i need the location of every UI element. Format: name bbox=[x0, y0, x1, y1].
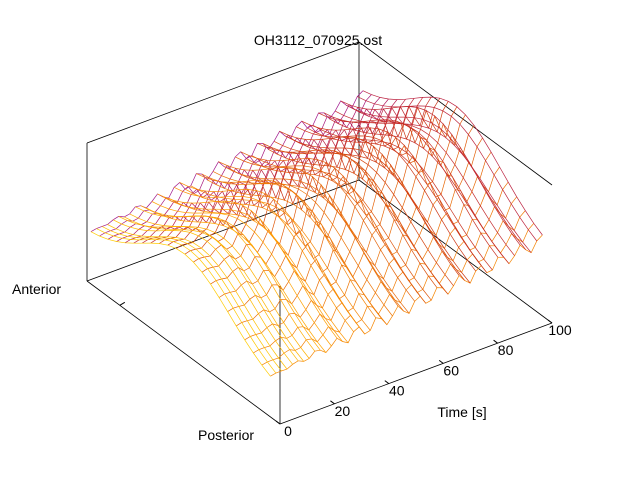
surface-line-across bbox=[323, 112, 504, 258]
surface-line-across bbox=[334, 110, 515, 256]
y-axis-label-anterior: Anterior bbox=[12, 281, 61, 297]
x-tick-mark bbox=[438, 359, 444, 364]
x-tick-label: 20 bbox=[335, 403, 351, 419]
surface-line-across bbox=[296, 126, 476, 272]
surface-line-across bbox=[340, 100, 521, 246]
surface-line-across bbox=[240, 151, 421, 297]
surface-line-across bbox=[118, 216, 299, 362]
box-edge-right-top bbox=[358, 41, 553, 186]
surface-line-across bbox=[168, 197, 349, 344]
y-axis-tick bbox=[119, 301, 126, 306]
x-tick-label: 80 bbox=[498, 342, 514, 358]
box-edge-left-bottom bbox=[86, 280, 281, 425]
box-edge-front-bottom bbox=[279, 322, 553, 425]
surface-line-across bbox=[223, 166, 404, 312]
x-tick-label: 60 bbox=[443, 362, 459, 378]
surface-line-across bbox=[312, 124, 493, 271]
surface-line-across bbox=[196, 173, 377, 319]
surface-line-along-time bbox=[133, 98, 406, 244]
surface-line-across bbox=[157, 193, 338, 339]
surface-line-across bbox=[107, 224, 288, 370]
surface-line-across bbox=[290, 137, 471, 284]
surface-line-across bbox=[273, 140, 454, 287]
surface-line-across bbox=[151, 201, 332, 347]
surface-line-across bbox=[357, 96, 538, 242]
surface-line-across bbox=[318, 112, 499, 258]
x-axis-label: Time [s] bbox=[437, 404, 486, 420]
surface-line-across bbox=[257, 142, 438, 288]
surface-line-across bbox=[235, 156, 415, 302]
x-tick-mark bbox=[547, 319, 553, 324]
surface-line-along-time bbox=[270, 234, 543, 377]
x-tick-label: 100 bbox=[548, 322, 572, 338]
x-axis-ticks: 0 20 40 60 80 100 bbox=[275, 319, 572, 439]
x-tick-label: 40 bbox=[389, 383, 405, 399]
surface-line-along-time bbox=[227, 166, 500, 312]
surface-line-across bbox=[135, 206, 316, 352]
surface-line-across bbox=[190, 185, 371, 331]
surface-line-across bbox=[346, 104, 526, 250]
surface-line-across bbox=[90, 231, 271, 377]
x-tick-mark bbox=[275, 420, 281, 425]
surface-line-across bbox=[329, 118, 510, 264]
surface-line-along-time bbox=[176, 101, 449, 249]
surface-line-across bbox=[301, 120, 482, 266]
surface-line-across bbox=[140, 205, 321, 351]
x-tick-mark bbox=[493, 339, 498, 344]
surface-line-across bbox=[229, 168, 410, 314]
surface-mesh bbox=[90, 90, 543, 377]
surface-line-across bbox=[129, 213, 310, 359]
box-edge-back-top bbox=[86, 41, 360, 144]
x-tick-label: 0 bbox=[284, 423, 292, 439]
chart-title: OH3112_070925.ost bbox=[254, 32, 382, 48]
surface-line-along-time bbox=[218, 151, 492, 298]
y-axis-label-posterior: Posterior bbox=[198, 427, 254, 443]
x-tick-mark bbox=[330, 400, 335, 405]
surface-line-across bbox=[173, 186, 354, 332]
surface-line-along-time bbox=[261, 223, 535, 366]
surface-line-along-time bbox=[244, 196, 517, 341]
box-edge-right-bottom bbox=[358, 179, 553, 324]
surface-line-across bbox=[362, 90, 543, 236]
surface-line-across bbox=[96, 228, 277, 374]
surface-line-across bbox=[212, 171, 393, 317]
x-tick-mark bbox=[384, 380, 390, 385]
surface-line-across bbox=[162, 196, 343, 342]
surface-line-across bbox=[218, 161, 399, 307]
surface-line-along-time bbox=[253, 210, 526, 354]
surface-line-across bbox=[279, 130, 460, 276]
surface-line-across bbox=[112, 219, 293, 365]
surface-line-across bbox=[179, 182, 360, 328]
surface-line-along-time bbox=[236, 181, 509, 327]
surface-line-across bbox=[101, 226, 282, 372]
box-edge-back-bottom bbox=[86, 179, 360, 282]
surface-line-across bbox=[351, 107, 532, 253]
surface-line-across bbox=[284, 135, 465, 281]
surface-line-along-time bbox=[184, 106, 458, 255]
surface-line-across bbox=[246, 158, 427, 304]
surface-line-across bbox=[251, 155, 432, 301]
